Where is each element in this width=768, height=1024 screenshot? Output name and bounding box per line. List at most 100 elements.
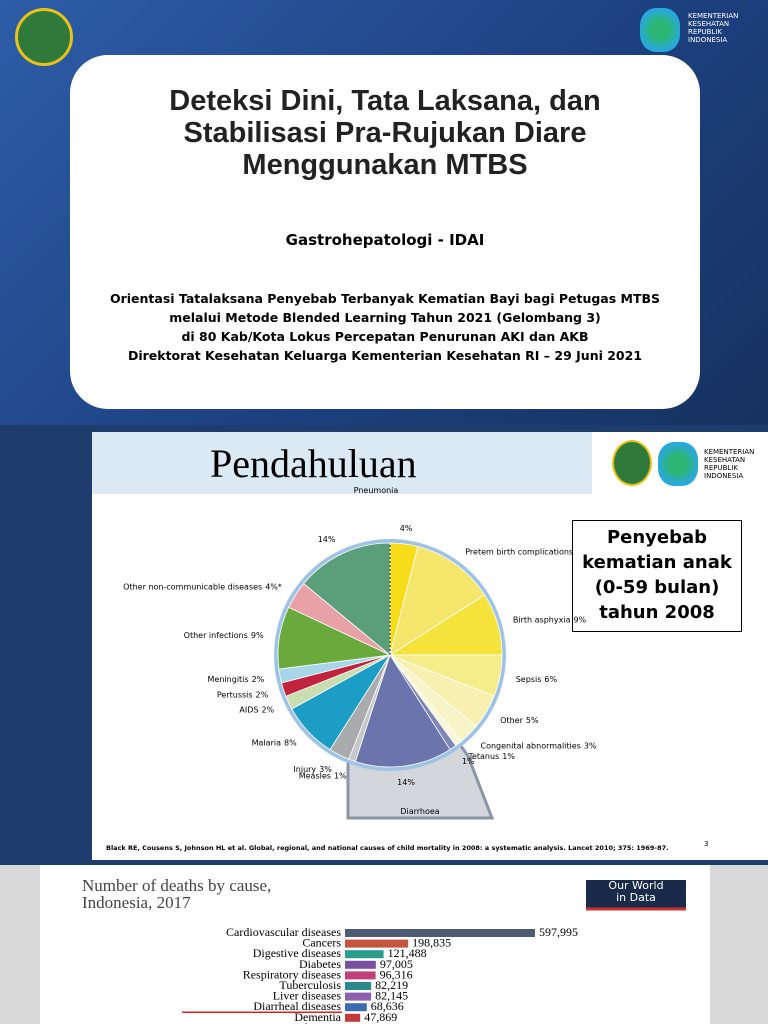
slice-label: 14% xyxy=(318,535,336,544)
category-label: Lower respiratory infections xyxy=(204,1020,341,1024)
bar xyxy=(345,1013,361,1022)
slice-label: Other non-communicable diseases 4%* xyxy=(123,582,282,591)
category-label: Cancers xyxy=(302,936,341,950)
title-box: Deteksi Dini, Tata Laksana, dan Stabilisa… xyxy=(70,55,700,409)
slice-label: Pertussis 2% xyxy=(217,690,269,699)
group-label: Diarrhoea xyxy=(400,807,439,816)
category-label: Digestive diseases xyxy=(253,946,342,960)
logo-text: KEMENTERIAN KESEHATAN REPUBLIK INDONESIA xyxy=(704,448,754,480)
logo-text: KEMENTERIAN KESEHATAN REPUBLIK INDONESIA xyxy=(688,12,738,44)
bar xyxy=(345,960,376,969)
value-label: 82,145 xyxy=(375,989,408,1003)
caption-line: (0-59 bulan) xyxy=(594,577,720,598)
idai-logo xyxy=(612,440,652,486)
slice-name: Other non-communicable diseases xyxy=(123,582,262,591)
slice-value: 9% xyxy=(251,630,264,639)
source-text: in Data xyxy=(616,891,656,904)
slice-value: 2% xyxy=(261,705,274,714)
category-label: Dementia xyxy=(294,1010,341,1024)
slice-name: Pertussis xyxy=(217,690,253,699)
slice-name: Pretem birth complications xyxy=(465,547,573,556)
slice-value: 1% xyxy=(334,771,347,780)
slice-value: 3% xyxy=(584,741,597,750)
citation: Black RE, Cousens S, Johnson HL et al. G… xyxy=(106,844,669,852)
pie-slice xyxy=(354,654,451,768)
slice-name: Other infections xyxy=(184,630,248,639)
slice-value: 14% xyxy=(397,777,415,786)
value-label: 43,764 xyxy=(363,1020,396,1024)
slice-label: Other infections 9% xyxy=(184,630,264,639)
slice-value: 2% xyxy=(252,674,265,683)
bar xyxy=(345,929,535,937)
caption-line: tahun 2008 xyxy=(599,602,715,623)
slice-value: 1% xyxy=(462,756,475,765)
slice-label: Meningitis 2% xyxy=(208,674,265,683)
slice-name: Birth asphyxia xyxy=(513,615,571,624)
category-label: Liver diseases xyxy=(273,989,342,1003)
title-line: Deteksi Dini, Tata Laksana, dan xyxy=(169,85,601,117)
chart-title: Indonesia, 2017 xyxy=(82,893,191,912)
slice-name: Measles xyxy=(299,771,331,780)
value-label: 198,835 xyxy=(412,936,451,950)
slice-name: Meningitis xyxy=(208,674,249,683)
slide-title: Pendahuluan xyxy=(210,441,417,486)
slice-label: Malaria 8% xyxy=(252,738,297,747)
slice-label: Birth asphyxia 9% xyxy=(513,615,587,624)
slice-value: 8% xyxy=(284,738,297,747)
title-line: Menggunakan MTBS xyxy=(242,149,528,181)
pie-slice xyxy=(389,546,486,656)
logo-line: KEMENTERIAN xyxy=(688,12,739,20)
category-label: Tuberculosis xyxy=(279,978,341,992)
logo-line: KEMENTERIAN xyxy=(704,448,755,456)
kemenkes-logo xyxy=(658,442,698,486)
kemenkes-logo xyxy=(640,8,680,52)
slice-value: 1% xyxy=(502,752,515,761)
slice-name: Injury xyxy=(293,765,316,774)
slice-label: AIDS 2% xyxy=(239,705,274,714)
bar xyxy=(345,982,372,990)
slice-label: 4% xyxy=(400,524,413,533)
slice-name: Sepsis xyxy=(516,674,542,683)
idai-logo xyxy=(15,8,73,66)
detail-line: Direktorat Kesehatan Keluarga Kementeria… xyxy=(127,348,643,363)
detail-line: Orientasi Tatalaksana Penyebab Terbanyak… xyxy=(109,291,661,306)
slice-label: Other 5% xyxy=(500,716,539,725)
title-band xyxy=(92,432,592,494)
slice-name: Malaria xyxy=(252,738,281,747)
bar xyxy=(345,950,384,959)
detail-line: melalui Metode Blended Learning Tahun 20… xyxy=(169,310,601,325)
category-label: Diabetes xyxy=(299,957,341,971)
slice-value: 14% xyxy=(318,535,336,544)
value-label: 47,869 xyxy=(364,1010,397,1024)
slice-value: 6% xyxy=(544,674,557,683)
slice-label: Measles 1% xyxy=(299,771,347,780)
slice-label: Pretem birth complications xyxy=(465,547,573,556)
slice-value: 4%* xyxy=(265,582,282,591)
slice-name: Congenital abnormalities xyxy=(481,741,581,750)
logo-line: REPUBLIK xyxy=(688,28,722,36)
slice-label: Injury 3% xyxy=(293,765,332,774)
chart-title: Number of deaths by cause, xyxy=(82,876,271,895)
slice-value: 5% xyxy=(526,716,539,725)
source-badge xyxy=(586,880,686,910)
logo-line: INDONESIA xyxy=(688,36,728,44)
bar xyxy=(345,992,372,1001)
value-label: 121,488 xyxy=(388,946,427,960)
slice-value: 4% xyxy=(400,524,413,533)
slide-title: Deteksi Dini, Tata Laksana, dan Stabilisa… xyxy=(70,85,700,181)
bar xyxy=(345,1003,367,1012)
slide-1: KEMENTERIAN KESEHATAN REPUBLIK INDONESIA De… xyxy=(0,0,768,425)
slice-name: Tetanus xyxy=(467,752,499,761)
source-text: Our World xyxy=(608,879,663,892)
slice-value: 9% xyxy=(573,615,586,624)
logo-line: REPUBLIK xyxy=(704,464,738,472)
caption-line: Penyebab xyxy=(606,527,708,548)
slice-value: 3% xyxy=(319,765,332,774)
logo-line: KESEHATAN xyxy=(704,456,746,464)
caption-box: Penyebab kematian anak (0-59 bulan) tahun 2… xyxy=(572,520,742,632)
category-label: Cardiovascular diseases xyxy=(226,925,341,939)
slice-label: 1% xyxy=(462,756,475,765)
detail-line: di 80 Kab/Kota Lokus Percepatan Penuruna… xyxy=(181,329,589,344)
group-label: Pneumonia xyxy=(354,486,399,495)
slice-label: Tetanus 1% xyxy=(467,752,515,761)
